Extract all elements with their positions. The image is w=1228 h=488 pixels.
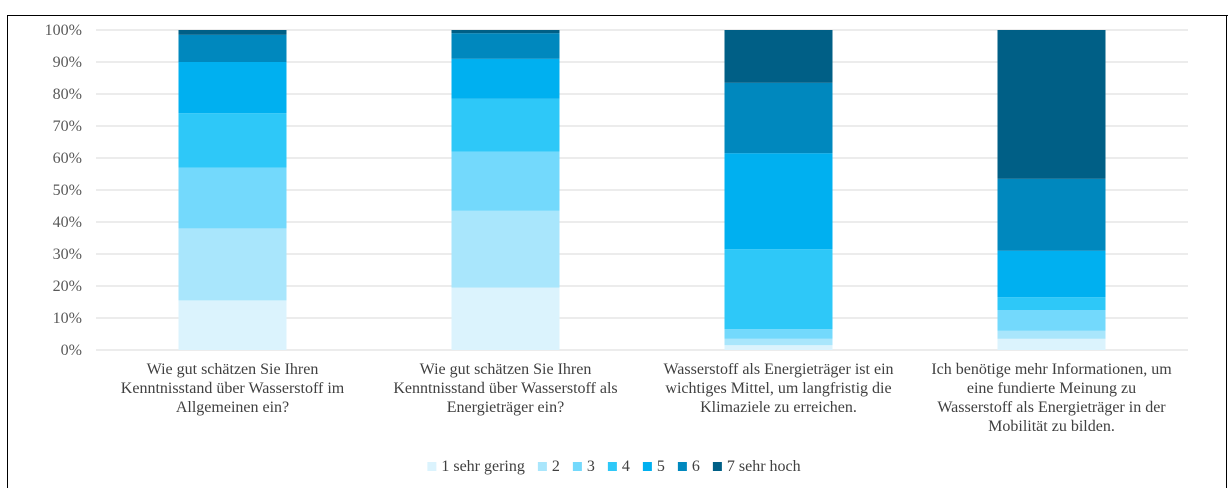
- bar-segment-cat1-series7: [178, 30, 287, 35]
- legend-item: 4: [607, 458, 630, 475]
- bar-segment-cat4-series6: [997, 178, 1106, 251]
- bar-segment-cat3-series6: [724, 82, 833, 154]
- y-tick-label: 100%: [45, 22, 82, 39]
- category-label-line: Kenntnisstand über Wasserstoff als: [393, 380, 617, 397]
- bar-segment-cat2-series7: [451, 30, 560, 34]
- y-tick-label: 60%: [53, 150, 82, 167]
- bar-segment-cat1-series2: [178, 228, 287, 301]
- legend-label: 2: [552, 458, 560, 475]
- category-label: Wasserstoff als Energieträger ist ein wic…: [663, 361, 893, 416]
- legend-label: 7 sehr hoch: [727, 458, 801, 475]
- category-label-line: Wie gut schätzen Sie Ihren: [420, 361, 592, 378]
- category-label-line: Wasserstoff als Energieträger in der: [937, 399, 1166, 416]
- legend: 1 sehr gering 2 3 4 5 6 7 sehr hoch: [427, 458, 801, 475]
- category-label-line: Kenntnisstand über Wasserstoff im: [121, 380, 345, 397]
- category-label-line: Klimaziele zu erreichen.: [700, 399, 857, 416]
- category-label-line: eine fundierte Meinung zu: [967, 380, 1136, 397]
- y-tick-label: 80%: [53, 86, 82, 103]
- bar-segment-cat1-series3: [178, 167, 287, 229]
- legend-swatch: [607, 462, 617, 471]
- y-tick-label: 70%: [53, 118, 82, 135]
- legend-swatch: [642, 462, 652, 471]
- legend-item: 6: [677, 458, 700, 475]
- bar-segment-cat1-series5: [178, 62, 287, 114]
- legend-item: 3: [572, 458, 595, 475]
- category-labels: Wie gut schätzen Sie Ihren Kenntnisstand …: [121, 361, 1172, 435]
- y-tick-label: 40%: [53, 214, 82, 231]
- bar-segment-cat3-series2: [724, 338, 833, 346]
- legend-swatch: [537, 462, 547, 471]
- bar-segment-cat2-series6: [451, 33, 560, 59]
- bar-segment-cat3-series5: [724, 153, 833, 250]
- y-axis-tick-labels: 0% 10% 20% 30% 40% 50% 60% 70% 80% 90% 100%: [45, 22, 82, 359]
- bar-segment-cat4-series3: [997, 310, 1106, 331]
- legend-swatch: [427, 462, 437, 471]
- legend-label: 5: [657, 458, 665, 475]
- legend-label: 1 sehr gering: [441, 458, 525, 475]
- category-label-line: Mobilität zu bilden.: [988, 418, 1115, 435]
- bar-segment-cat4-series2: [997, 330, 1106, 339]
- legend-item: 2: [537, 458, 560, 475]
- y-tick-label: 30%: [53, 246, 82, 263]
- y-tick-label: 50%: [53, 182, 82, 199]
- legend-label: 6: [692, 458, 700, 475]
- bars: [178, 30, 1106, 350]
- legend-label: 3: [587, 458, 595, 475]
- category-label-line: wichtiges Mittel, um langfristig die: [665, 380, 891, 397]
- category-label: Wie gut schätzen Sie Ihren Kenntnisstand …: [121, 361, 345, 416]
- bar-segment-cat2-series3: [451, 151, 560, 211]
- bar-segment-cat2-series2: [451, 210, 560, 288]
- bar-segment-cat2-series1: [451, 287, 560, 350]
- category-label: Ich benötige mehr Informationen, um eine …: [931, 361, 1172, 435]
- bar-segment-cat3-series1: [724, 345, 833, 350]
- bar-segment-cat4-series1: [997, 338, 1106, 350]
- y-tick-label: 90%: [53, 54, 82, 71]
- category-label-line: Allgemeinen ein?: [176, 399, 289, 416]
- category-label: Wie gut schätzen Sie Ihren Kenntnisstand …: [393, 361, 617, 416]
- bar-segment-cat1-series4: [178, 113, 287, 168]
- y-tick-label: 10%: [53, 310, 82, 327]
- bar-segment-cat4-series7: [997, 30, 1106, 179]
- bar-segment-cat2-series4: [451, 98, 560, 152]
- bar-segment-cat3-series3: [724, 329, 833, 339]
- bar-segment-cat1-series1: [178, 300, 287, 350]
- legend-swatch: [572, 462, 582, 471]
- category-label-line: Wie gut schätzen Sie Ihren: [147, 361, 319, 378]
- category-label-line: Energieträger ein?: [447, 399, 564, 416]
- category-label-line: Wasserstoff als Energieträger ist ein: [663, 361, 893, 378]
- bar-segment-cat4-series4: [997, 297, 1106, 310]
- category-label-line: Ich benötige mehr Informationen, um: [931, 361, 1172, 378]
- y-tick-label: 20%: [53, 278, 82, 295]
- bar-segment-cat2-series5: [451, 58, 560, 99]
- y-tick-label: 0%: [61, 342, 82, 359]
- legend-item: 5: [642, 458, 665, 475]
- bar-segment-cat4-series5: [997, 250, 1106, 298]
- bar-segment-cat3-series7: [724, 30, 833, 83]
- legend-label: 4: [622, 458, 630, 475]
- legend-swatch: [677, 462, 687, 471]
- legend-swatch: [712, 462, 722, 471]
- legend-item: 7 sehr hoch: [712, 458, 801, 475]
- bar-segment-cat1-series6: [178, 34, 287, 62]
- legend-item: 1 sehr gering: [427, 458, 525, 475]
- bar-segment-cat3-series4: [724, 249, 833, 330]
